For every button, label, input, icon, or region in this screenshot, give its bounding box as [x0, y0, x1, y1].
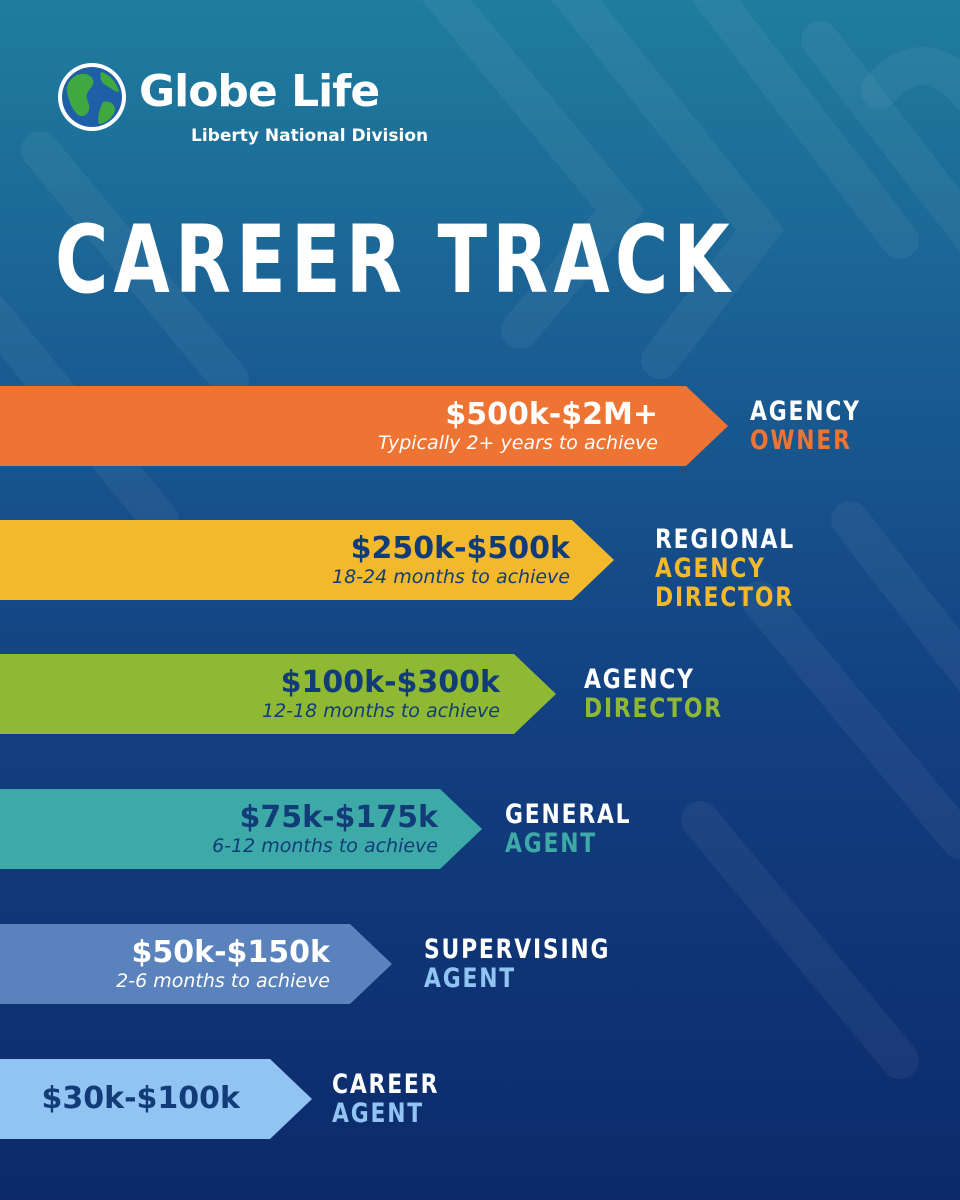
tier-role-line: AGENCY	[655, 552, 766, 584]
tier-role-line: AGENT	[505, 828, 598, 859]
tier-arrow	[0, 654, 556, 734]
tier-arrow-text: $100k-$300k 12-18 months to achieve	[261, 665, 500, 723]
tier-role: SUPERVISING AGENT	[424, 935, 610, 993]
tier-role: CAREER AGENT	[332, 1070, 439, 1128]
tier-arrow-text: $500k-$2M+ Typically 2+ years to achieve	[378, 397, 658, 455]
tier-arrow-text: $30k-$100k	[42, 1082, 240, 1116]
tier-arrow-text: $75k-$175k 6-12 months to achieve	[212, 800, 438, 858]
tier-arrow-shape	[0, 654, 556, 734]
tier-role-line: DIRECTOR	[655, 581, 794, 613]
tier-arrow	[0, 520, 614, 600]
tier-role-line: CAREER	[332, 1069, 440, 1100]
tier-role-line: GENERAL	[505, 799, 632, 830]
tier-salary: $75k-$175k	[239, 800, 438, 835]
tier-5: $50k-$150k 2-6 months to achieve SUPERVISI…	[0, 924, 960, 1004]
tier-role-line: AGENCY	[750, 396, 861, 427]
tier-role: AGENCY DIRECTOR	[584, 665, 723, 723]
tier-role-line: AGENCY	[584, 664, 695, 695]
tier-salary: $100k-$300k	[280, 665, 500, 700]
tier-time-to-achieve: 2-6 months to achieve	[116, 970, 330, 992]
tier-salary: $250k-$500k	[350, 531, 570, 566]
tier-arrow	[0, 924, 392, 1004]
tier-arrow-shape	[0, 520, 614, 600]
tier-salary: $30k-$100k	[41, 1081, 240, 1116]
tier-time-to-achieve: 6-12 months to achieve	[212, 835, 438, 857]
tier-role-line: REGIONAL	[655, 523, 795, 555]
tier-role: AGENCY OWNER	[750, 397, 861, 455]
tier-arrow	[0, 789, 482, 869]
tier-arrow-shape	[0, 386, 728, 466]
tier-role-line: DIRECTOR	[584, 693, 723, 724]
tier-arrow-text: $50k-$150k 2-6 months to achieve	[116, 935, 330, 993]
page-title: CAREER TRACK	[55, 206, 735, 315]
tier-4: $75k-$175k 6-12 months to achieve GENERAL A…	[0, 789, 960, 869]
tier-role-line: OWNER	[750, 425, 852, 456]
tier-role-line: AGENT	[424, 963, 517, 994]
tier-salary: $50k-$150k	[131, 935, 330, 970]
tier-arrow-text: $250k-$500k 18-24 months to achieve	[331, 531, 570, 589]
tier-1: $500k-$2M+ Typically 2+ years to achieve A…	[0, 386, 960, 466]
tier-salary: $500k-$2M+	[445, 397, 658, 432]
tier-arrow	[0, 386, 728, 466]
tier-role: GENERAL AGENT	[505, 800, 631, 858]
tier-arrow	[0, 1059, 312, 1139]
tier-2: $250k-$500k 18-24 months to achieve REGION…	[0, 520, 960, 612]
tier-time-to-achieve: 18-24 months to achieve	[331, 566, 570, 588]
brand-division: Liberty National Division	[191, 126, 429, 146]
tier-time-to-achieve: 12-18 months to achieve	[261, 700, 500, 722]
brand-name: Globe Life	[139, 66, 380, 117]
tier-time-to-achieve: Typically 2+ years to achieve	[378, 432, 658, 454]
tier-arrow-shape	[0, 924, 392, 1004]
tier-role: REGIONAL AGENCY DIRECTOR	[655, 525, 795, 612]
brand-logo: Globe Life Liberty National Division	[57, 62, 437, 152]
tier-arrow-shape	[0, 789, 482, 869]
tier-role-line: SUPERVISING	[424, 934, 611, 965]
tier-arrow-shape	[0, 1059, 312, 1139]
globe-icon	[58, 63, 126, 131]
tier-role-line: AGENT	[332, 1098, 425, 1129]
tier-3: $100k-$300k 12-18 months to achieve AGENCY…	[0, 654, 960, 734]
tier-6: $30k-$100k CAREER AGENT	[0, 1059, 960, 1139]
